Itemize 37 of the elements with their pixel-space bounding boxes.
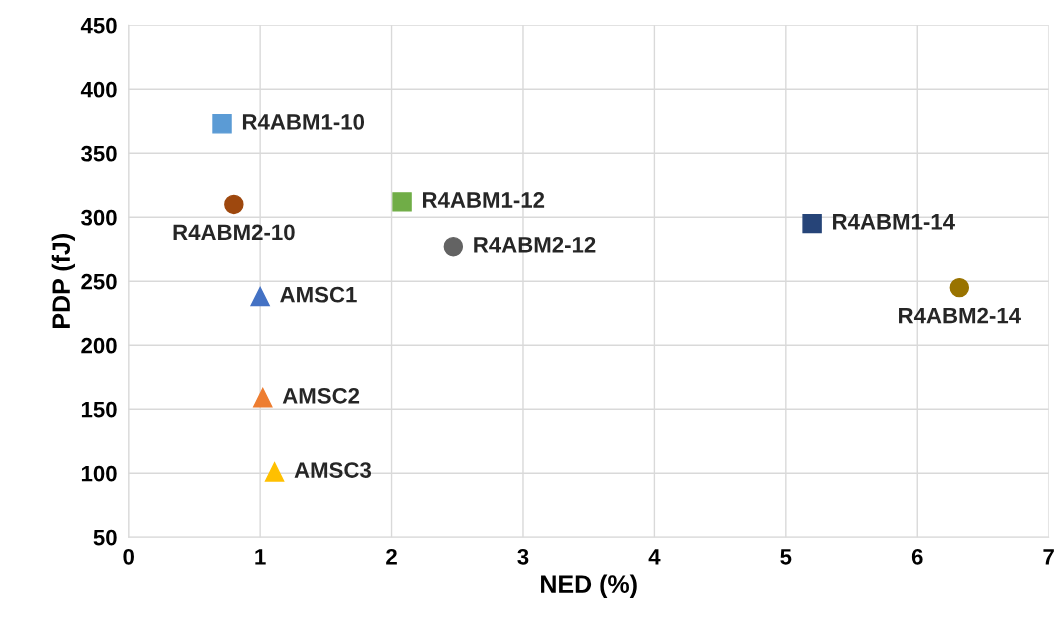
y-tick-label: 100 — [81, 465, 117, 482]
series-label: AMSC3 — [294, 462, 372, 478]
y-tick-label: 450 — [80, 17, 117, 34]
point — [224, 194, 244, 215]
y-tick-label: 50 — [93, 529, 117, 546]
x-tick-label: 3 — [517, 548, 529, 565]
x-tick-label: 6 — [911, 548, 923, 565]
y-tick-label: 400 — [80, 81, 117, 98]
x-tick-label: 2 — [386, 548, 397, 565]
y-tick-label: 200 — [81, 337, 117, 354]
series-label: R4ABM1-10 — [242, 114, 365, 130]
point — [212, 114, 232, 134]
series-label: R4ABM1-14 — [833, 214, 955, 230]
series-label: AMSC2 — [282, 387, 360, 404]
x-tick-label: 4 — [648, 549, 661, 565]
y-tick-label: 250 — [81, 273, 117, 290]
x-axis-title: NED (%) — [541, 574, 637, 598]
y-tick-label: 350 — [81, 145, 117, 162]
point — [392, 192, 412, 212]
point — [253, 387, 273, 408]
y-axis-title: PDP (fJ) — [51, 234, 75, 328]
series-label: R4ABM2-14 — [899, 307, 1021, 324]
x-tick-label: 5 — [780, 549, 792, 565]
y-tick-label: 300 — [81, 209, 117, 226]
point — [443, 236, 464, 257]
x-tick-label: 1 — [255, 549, 266, 565]
series-label: AMSC1 — [280, 286, 357, 303]
x-tick-label: 7 — [1043, 549, 1054, 565]
point — [802, 213, 822, 234]
y-tick-label: 150 — [81, 401, 117, 418]
series-label: R4ABM2-10 — [173, 224, 295, 241]
series-label: R4ABM1-12 — [423, 192, 545, 208]
series-label: R4ABM2-12 — [474, 236, 596, 253]
x-tick-label: 0 — [123, 548, 134, 565]
point — [264, 462, 285, 482]
point — [949, 277, 970, 298]
point — [250, 286, 270, 307]
